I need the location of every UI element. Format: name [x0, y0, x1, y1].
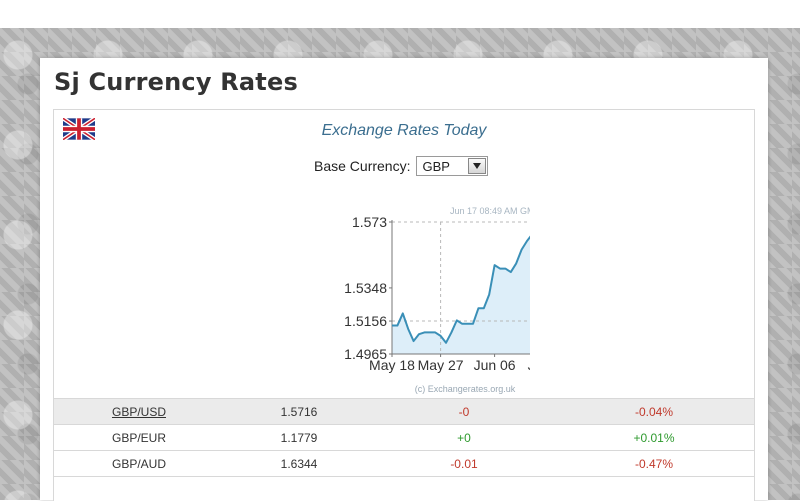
rate-value: 1.1779	[224, 424, 374, 451]
rate-percent: +0.01%	[554, 424, 754, 451]
chart-x-tick-label: Jun 16	[528, 357, 530, 373]
rate-pair: GBP/AUD	[54, 450, 224, 477]
chart-timestamp: Jun 17 08:49 AM GMT+1	[450, 206, 530, 216]
exchange-rates-widget: Exchange Rates Today Base Currency: GBP …	[53, 109, 755, 501]
chart-x-tick-label: May 27	[418, 357, 464, 373]
rate-row: GBP/EUR 1.1779 +0 +0.01%	[54, 424, 754, 451]
widget-title: Exchange Rates Today	[321, 122, 487, 139]
chart-area-fill	[392, 237, 530, 354]
rates-table: GBP/USD 1.5716 -0 -0.04% GBP/EUR 1.1779 +0 +0.0…	[54, 398, 754, 477]
chart-y-tick-label: 1.4965	[344, 346, 387, 362]
base-currency-select[interactable]: GBP	[416, 156, 489, 176]
rate-pair: GBP/EUR	[54, 424, 224, 451]
chart-y-tick-label: 1.573	[352, 214, 387, 230]
chart-x-tick-label: May 18	[369, 357, 415, 373]
chevron-down-icon[interactable]	[468, 158, 487, 174]
content-card: Sj Currency Rates Exchange Rates Today B…	[40, 58, 768, 501]
rate-percent: -0.47%	[554, 450, 754, 477]
base-currency-row: Base Currency: GBP	[314, 156, 489, 176]
chart-y-tick-label: 1.5156	[344, 313, 387, 329]
chart-x-tick-label: Jun 06	[474, 357, 516, 373]
chart-credit: (c) Exchangerates.org.uk	[415, 384, 516, 394]
rate-value: 1.5716	[224, 398, 374, 425]
rate-value: 1.6344	[224, 450, 374, 477]
base-currency-value: GBP	[422, 158, 450, 174]
rate-change: +0	[374, 424, 554, 451]
chart-y-tick-label: 1.5348	[344, 280, 387, 296]
page-title: Sj Currency Rates	[54, 68, 298, 96]
uk-flag-icon	[63, 118, 95, 140]
rate-change: -0.01	[374, 450, 554, 477]
base-currency-label: Base Currency:	[314, 158, 411, 174]
rate-pair[interactable]: GBP/USD	[54, 398, 224, 425]
rate-row: GBP/AUD 1.6344 -0.01 -0.47%	[54, 450, 754, 477]
rate-percent: -0.04%	[554, 398, 754, 425]
chart-series-line	[392, 235, 530, 344]
rate-row: GBP/USD 1.5716 -0 -0.04%	[54, 398, 754, 425]
rate-change: -0	[374, 398, 554, 425]
